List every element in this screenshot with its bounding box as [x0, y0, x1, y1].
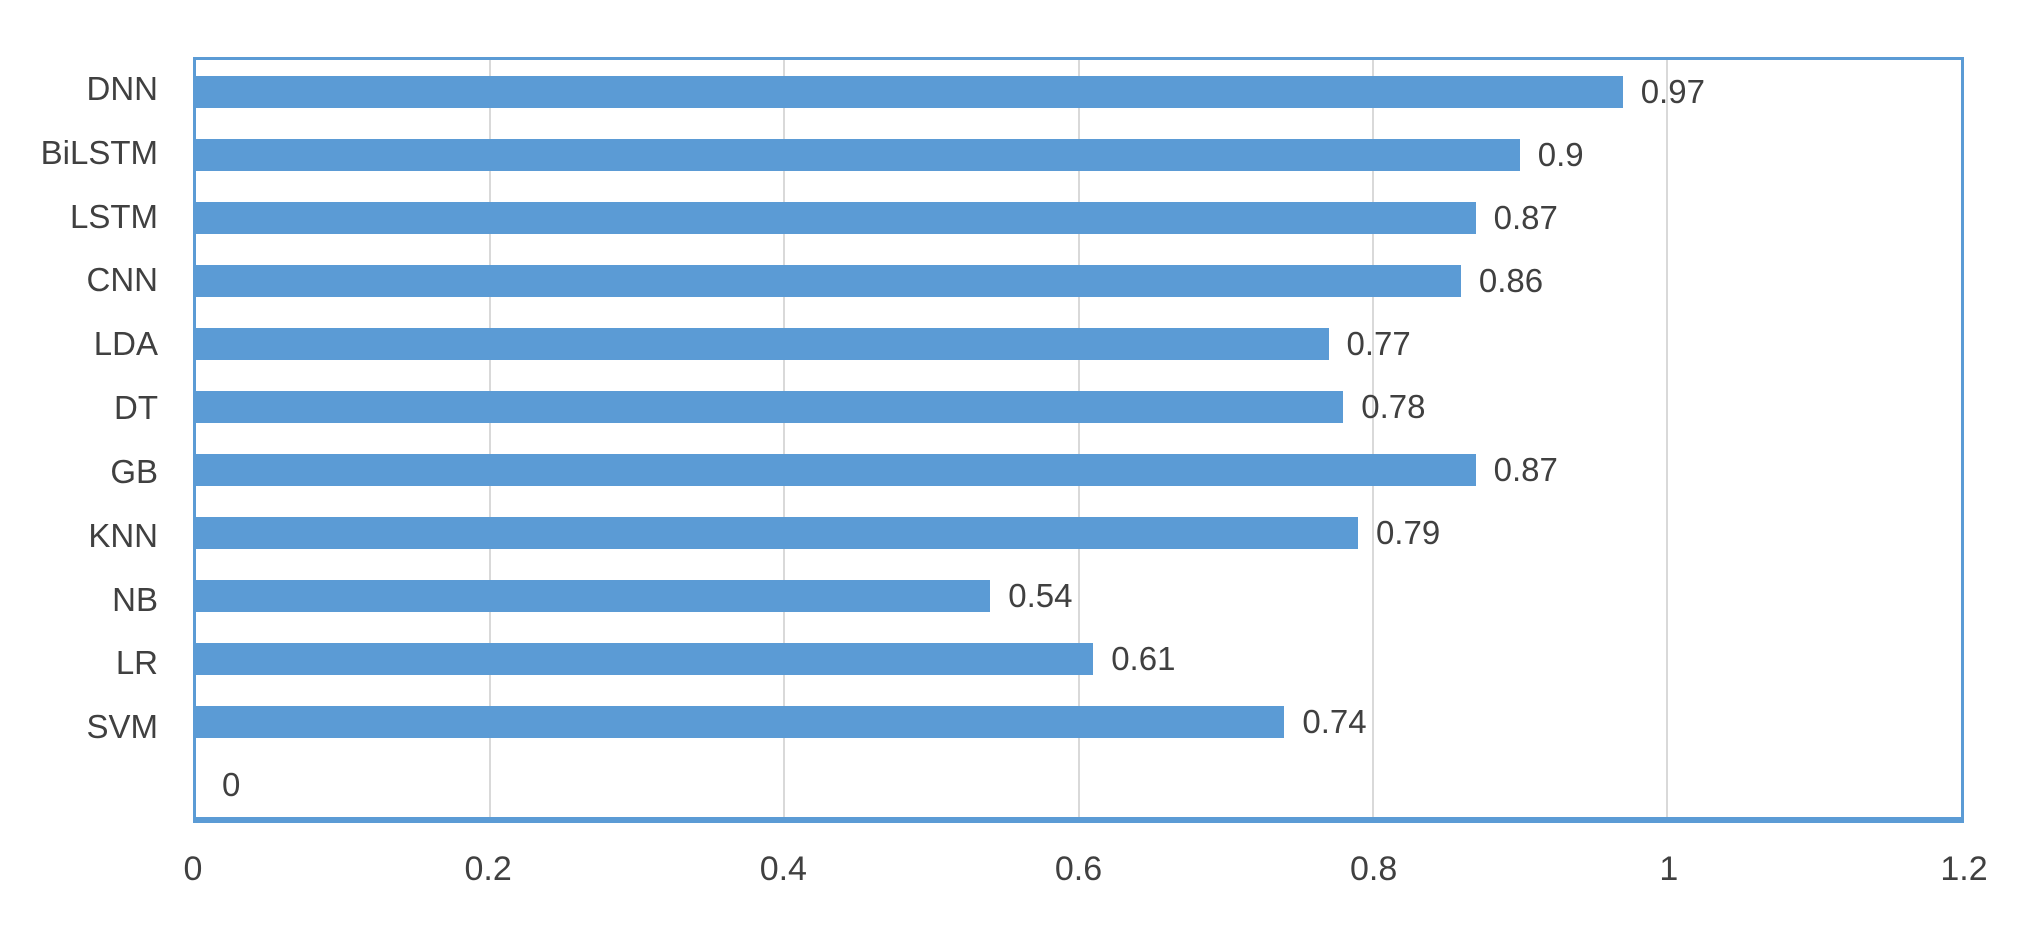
- gridline: [783, 60, 786, 817]
- bar-row: 0.97: [196, 60, 1961, 123]
- gridline: [1371, 60, 1374, 817]
- bar: [196, 390, 1344, 423]
- bar: [196, 580, 991, 613]
- y-axis-labels: DNN BiLSTM LSTM CNN LDA DT GB KNN NB LR SVM: [0, 57, 158, 823]
- bar-row: 0.87: [196, 438, 1961, 501]
- category-label: BiLSTM: [40, 133, 158, 171]
- bar-rows: 0.97 0.9 0.87 0.86 0.77 0.78 0.87 0.79 0.54 0.61 0…: [196, 60, 1961, 817]
- category-label: DT: [114, 389, 158, 427]
- bar-value-label: 0.87: [1493, 451, 1558, 488]
- x-tick-label: 0.4: [759, 850, 807, 888]
- x-tick-label: 1: [1659, 850, 1679, 888]
- bar-row: 0.78: [196, 375, 1961, 438]
- category-label: LDA: [93, 325, 158, 363]
- bar-value-label: 0: [222, 766, 241, 804]
- bar: [196, 454, 1476, 486]
- bar: [196, 75, 1623, 108]
- bar-value-label: 0.86: [1478, 261, 1544, 299]
- bar-row: 0.87: [196, 186, 1961, 249]
- bar-row: 0.9: [196, 123, 1961, 186]
- category-label: LR: [115, 644, 158, 682]
- category-label: NB: [112, 580, 158, 618]
- category-label: SVM: [86, 708, 158, 746]
- category-label: [0, 759, 158, 823]
- bar-row: 0: [196, 754, 1961, 817]
- bar-value-label: 0.79: [1375, 514, 1441, 552]
- bar-row: 0.86: [196, 249, 1961, 312]
- bar-value-label: 0.9: [1537, 135, 1584, 173]
- bar-row: 0.77: [196, 312, 1961, 375]
- bar: [196, 138, 1520, 171]
- category-label: LSTM: [69, 197, 158, 235]
- bar-row: 0.54: [196, 565, 1961, 628]
- bar-value-label: 0.87: [1493, 198, 1558, 236]
- bar: [196, 327, 1329, 360]
- category-label: KNN: [88, 516, 158, 554]
- bar: [196, 643, 1094, 676]
- category-label: CNN: [86, 261, 159, 299]
- bar-value-label: 0.78: [1361, 387, 1426, 425]
- bar: [196, 517, 1358, 550]
- bar-row: 0.79: [196, 502, 1961, 565]
- bar: [196, 264, 1461, 297]
- x-tick-label: 1.2: [1940, 850, 1988, 888]
- x-tick-label: 0.8: [1350, 850, 1398, 888]
- bar-value-label: 0.77: [1346, 324, 1411, 362]
- bar-value-label: 0.97: [1640, 72, 1705, 110]
- bar: [196, 201, 1476, 234]
- gridline: [489, 60, 492, 817]
- gridline: [1077, 60, 1080, 817]
- x-axis: 0 0.2 0.4 0.6 0.8 1 1.2: [184, 850, 1988, 895]
- x-tick-label: 0.2: [464, 850, 512, 888]
- bar-value-label: 0.54: [1008, 577, 1073, 615]
- category-label: DNN: [86, 69, 159, 107]
- plot-area: 0.97 0.9 0.87 0.86 0.77 0.78 0.87 0.79 0.54 0.61 0…: [193, 57, 1964, 823]
- bar: [196, 706, 1285, 739]
- x-tick-label: 0.6: [1054, 850, 1103, 888]
- bar-value-label: 0.74: [1302, 703, 1367, 741]
- bar-row: 0.61: [196, 628, 1961, 691]
- category-label: GB: [110, 452, 158, 490]
- x-tick-label: 0: [183, 850, 203, 888]
- bar-row: 0.74: [196, 691, 1961, 754]
- gridline: [1665, 60, 1668, 817]
- bar-value-label: 0.61: [1111, 640, 1176, 678]
